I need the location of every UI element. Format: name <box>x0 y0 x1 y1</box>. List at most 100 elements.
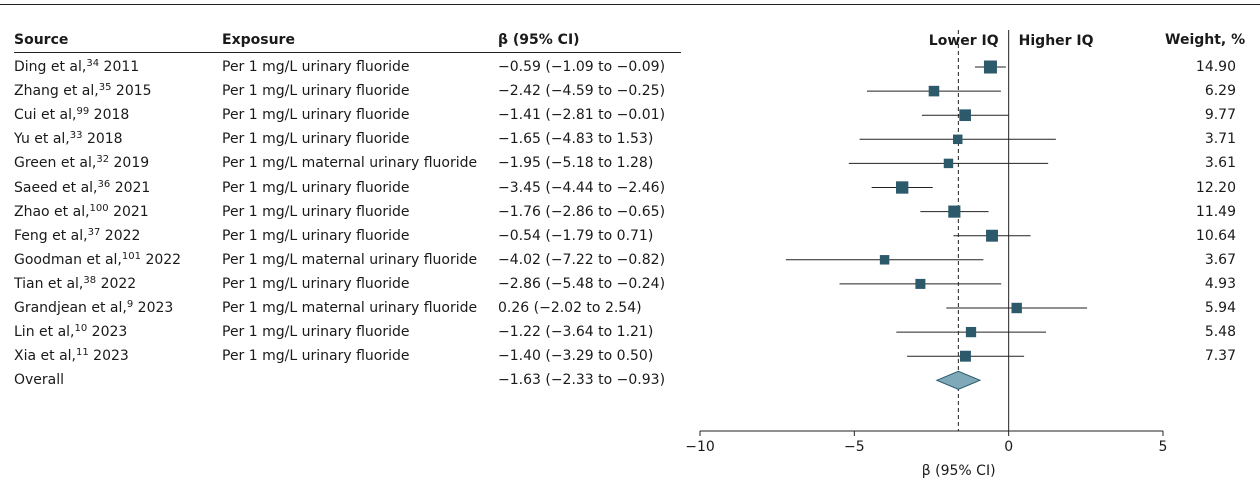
row-exposure: Per 1 mg/L maternal urinary fluoride <box>222 300 478 316</box>
header-weight: Weight, % <box>1165 32 1246 48</box>
row-year: 2015 <box>115 83 152 100</box>
row-ref: 37 <box>87 226 101 238</box>
row-year: 2022 <box>100 275 137 292</box>
row-exposure: Per 1 mg/L urinary fluoride <box>222 83 410 100</box>
row-source: Ding et al,34 2011 <box>14 58 140 76</box>
row-author: Grandjean et al, <box>14 300 127 316</box>
estimate-marker <box>965 326 977 338</box>
header-source: Source <box>14 32 69 48</box>
row-ci: −1.65 (−4.83 to 1.53) <box>498 131 654 148</box>
row-ref: 99 <box>76 106 90 118</box>
row-year: 2018 <box>93 107 130 124</box>
row-weight: 3.61 <box>1204 155 1236 172</box>
header-exposure: Exposure <box>222 32 295 48</box>
row-ref: 36 <box>97 178 111 190</box>
estimate-marker <box>959 109 971 122</box>
row-ref: 35 <box>98 82 112 94</box>
row-author: Ding et al, <box>14 59 87 75</box>
row-author: Xia et al, <box>14 348 76 365</box>
row-author: Goodman et al, <box>14 251 122 268</box>
row-year: 2021 <box>114 179 151 196</box>
row-author: Green et al, <box>14 155 97 172</box>
row-year: 2019 <box>113 155 150 172</box>
estimate-marker <box>952 134 963 145</box>
row-source: Green et al,32 2019 <box>14 154 150 172</box>
row-author: Zhang et al, <box>14 83 99 100</box>
row-ref: 32 <box>96 154 110 166</box>
row-weight: 7.37 <box>1204 348 1236 365</box>
row-exposure: Per 1 mg/L urinary fluoride <box>222 107 410 124</box>
row-ci: −1.22 (−3.64 to 1.21) <box>498 324 654 341</box>
row-author: Tian et al, <box>14 275 84 292</box>
row-ref: 10 <box>74 323 88 335</box>
row-ci: −0.59 (−1.09 to −0.09) <box>498 59 666 75</box>
overall-diamond <box>935 370 982 390</box>
header-rule <box>14 52 681 53</box>
row-exposure: Per 1 mg/L urinary fluoride <box>222 227 410 244</box>
row-ci: −2.42 (−4.59 to −0.25) <box>498 83 666 100</box>
overall-label: Overall <box>14 372 65 389</box>
row-weight: 10.64 <box>1195 227 1236 244</box>
row-ref: 101 <box>121 250 141 262</box>
row-weight: 6.29 <box>1204 83 1236 100</box>
estimate-marker <box>983 60 997 74</box>
row-ci: 0.26 (−2.02 to 2.54) <box>498 300 642 316</box>
row-exposure: Per 1 mg/L urinary fluoride <box>222 131 410 148</box>
row-author: Saeed et al, <box>14 179 98 196</box>
row-ci: −1.41 (−2.81 to −0.01) <box>498 107 666 124</box>
row-year: 2023 <box>93 348 129 365</box>
x-tick-label: 0 <box>1004 439 1013 455</box>
row-source: Saeed et al,36 2021 <box>14 178 151 196</box>
estimate-marker <box>948 205 961 218</box>
estimate-marker <box>928 85 940 97</box>
row-year: 2018 <box>86 131 123 148</box>
row-weight: 9.77 <box>1204 107 1236 124</box>
row-ref: 11 <box>75 347 89 359</box>
row-source: Lin et al,10 2023 <box>14 323 128 341</box>
row-ref: 33 <box>69 130 83 142</box>
row-year: 2023 <box>91 324 128 341</box>
x-tick-label: −5 <box>844 439 865 455</box>
row-year: 2011 <box>103 59 140 75</box>
row-ci: −3.45 (−4.44 to −2.46) <box>498 179 666 196</box>
row-exposure: Per 1 mg/L urinary fluoride <box>222 348 410 365</box>
overall-ci: −1.63 (−2.33 to −0.93) <box>498 372 666 389</box>
row-exposure: Per 1 mg/L urinary fluoride <box>222 203 410 220</box>
row-year: 2022 <box>104 227 141 244</box>
row-ref: 38 <box>83 274 97 286</box>
x-axis-label: β (95% CI) <box>922 463 996 479</box>
x-tick-label: −10 <box>685 439 715 455</box>
row-author: Cui et al, <box>14 107 77 124</box>
row-ci: −0.54 (−1.79 to 0.71) <box>498 227 654 244</box>
estimate-marker <box>986 229 998 242</box>
row-year: 2021 <box>113 203 149 220</box>
header-beta: β (95% CI) <box>498 32 580 48</box>
row-weight: 5.94 <box>1204 300 1236 316</box>
row-exposure: Per 1 mg/L maternal urinary fluoride <box>222 251 478 268</box>
row-author: Yu et al, <box>14 131 70 148</box>
estimate-marker <box>915 278 926 289</box>
row-source: Zhang et al,35 2015 <box>14 82 152 100</box>
row-source: Grandjean et al,9 2023 <box>14 299 174 317</box>
higher-iq-label: Higher IQ <box>1019 33 1094 49</box>
row-ref: 34 <box>86 58 100 69</box>
row-source: Tian et al,38 2022 <box>14 274 137 292</box>
row-source: Xia et al,11 2023 <box>14 347 129 365</box>
row-year: 2023 <box>137 300 174 316</box>
row-ref: 100 <box>89 202 109 214</box>
row-ci: −4.02 (−7.22 to −0.82) <box>498 251 666 268</box>
row-ref: 9 <box>126 299 134 310</box>
row-year: 2022 <box>145 251 182 268</box>
row-source: Feng et al,37 2022 <box>14 226 141 244</box>
row-weight: 3.71 <box>1204 131 1236 148</box>
row-ci: −1.76 (−2.86 to −0.65) <box>498 203 666 220</box>
row-ci: −2.86 (−5.48 to −0.24) <box>498 275 666 292</box>
row-exposure: Per 1 mg/L urinary fluoride <box>222 324 410 341</box>
row-exposure: Per 1 mg/L urinary fluoride <box>222 275 410 292</box>
row-ci: −1.40 (−3.29 to 0.50) <box>498 348 654 365</box>
row-author: Zhao et al, <box>14 203 90 220</box>
top-rule <box>0 4 1260 5</box>
row-exposure: Per 1 mg/L maternal urinary fluoride <box>222 155 478 172</box>
x-tick-label: 5 <box>1159 439 1168 455</box>
